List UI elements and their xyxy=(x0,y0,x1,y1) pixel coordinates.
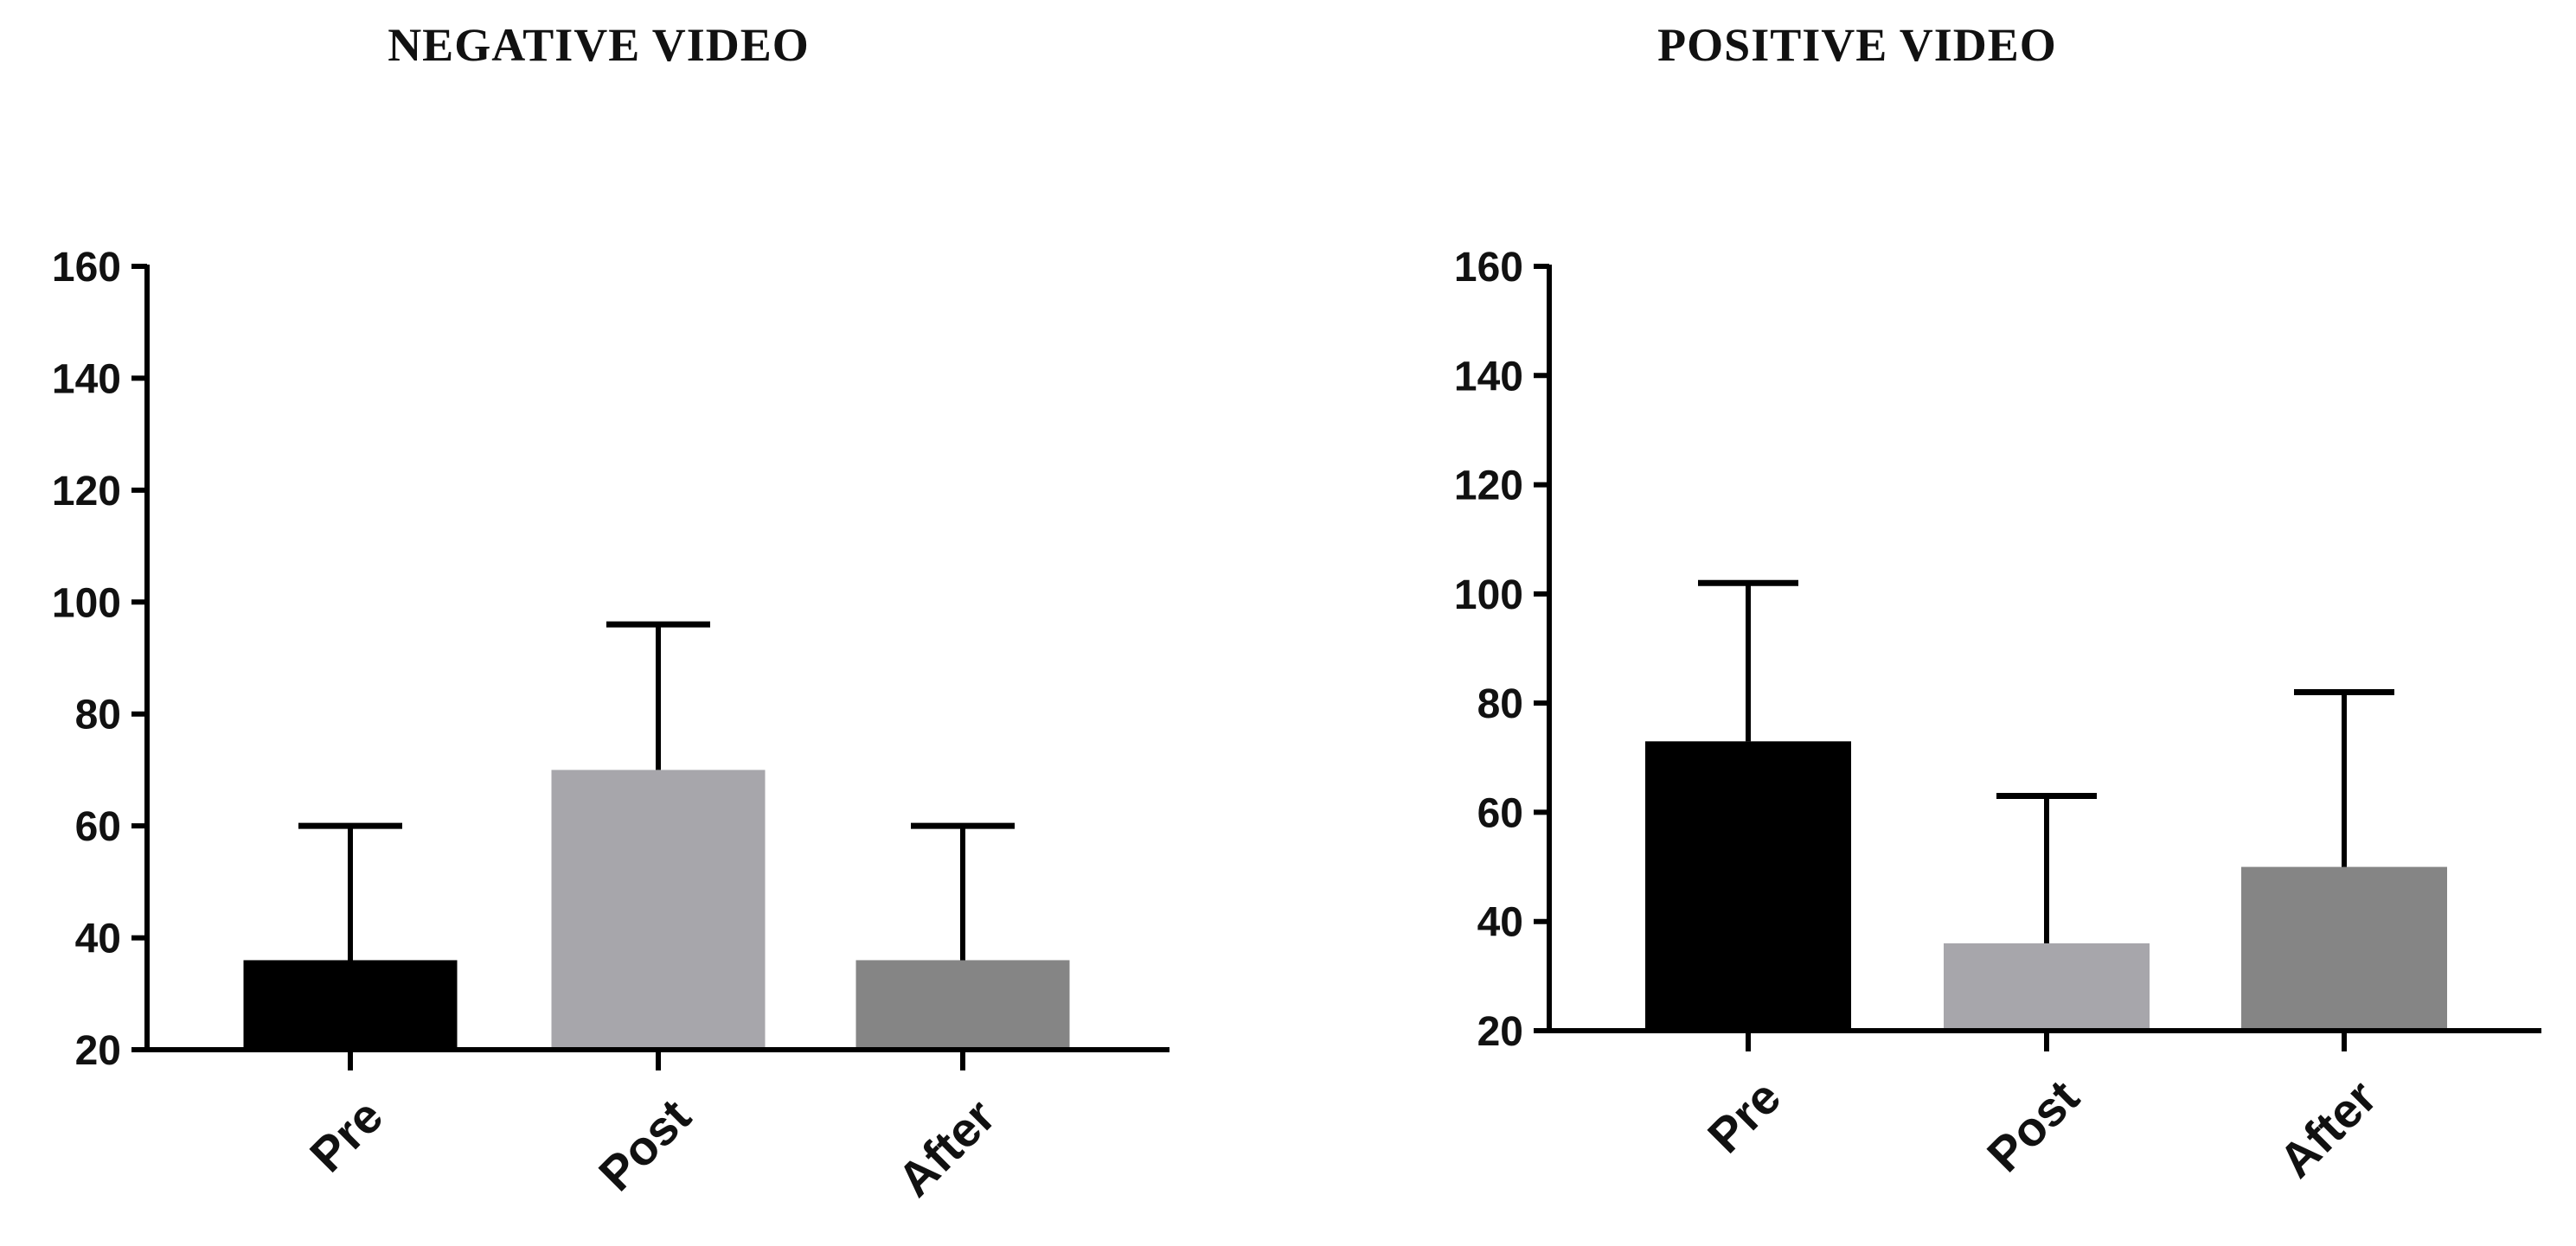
y-tick-label: 160 xyxy=(1454,245,1523,291)
x-tick-label-pre: Pre xyxy=(299,1089,393,1182)
y-tick-label: 140 xyxy=(1454,354,1523,399)
chart-title: POSITIVE VIDEO xyxy=(1657,19,2057,71)
x-tick-label-after: After xyxy=(887,1089,1005,1207)
bars-group xyxy=(243,770,1070,1050)
y-tick-label: 80 xyxy=(75,693,121,738)
y-tick-label: 40 xyxy=(1477,900,1523,946)
x-tick-label-pre: Pre xyxy=(1697,1070,1791,1163)
y-tick-label: 100 xyxy=(52,580,121,626)
bar-post xyxy=(1944,942,2150,1031)
y-ticks-group: 20 40 60 80 100 120 140 160 xyxy=(1454,245,1549,1055)
y-tick-label: 60 xyxy=(75,804,121,850)
bar-after xyxy=(2241,866,2447,1031)
y-tick-label: 160 xyxy=(52,245,121,291)
y-tick-label: 100 xyxy=(1454,572,1523,618)
x-tick-label-after: After xyxy=(2268,1070,2387,1188)
y-tick-label: 20 xyxy=(75,1028,121,1074)
y-tick-label: 120 xyxy=(52,469,121,514)
bars-group xyxy=(1645,741,2447,1031)
bar-pre xyxy=(243,960,458,1050)
y-tick-label: 140 xyxy=(52,356,121,402)
y-tick-label: 40 xyxy=(75,917,121,962)
y-tick-label: 60 xyxy=(1477,790,1523,836)
bar-pre xyxy=(1645,741,1851,1031)
bar-post xyxy=(551,770,766,1050)
error-bars-group xyxy=(298,621,1015,961)
chart-title: NEGATIVE VIDEO xyxy=(388,19,810,71)
y-tick-label: 80 xyxy=(1477,681,1523,727)
x-tick-label-post: Post xyxy=(588,1089,701,1201)
x-ticks-group: Pre Post After xyxy=(1697,1031,2387,1188)
y-tick-label: 120 xyxy=(1454,463,1523,509)
x-ticks-group: Pre Post After xyxy=(299,1050,1005,1207)
error-bars-group xyxy=(1698,579,2394,943)
y-ticks-group: 20 40 60 80 100 120 140 160 xyxy=(52,245,147,1074)
x-tick-label-post: Post xyxy=(1977,1070,2089,1182)
y-tick-label: 20 xyxy=(1477,1009,1523,1055)
bar-after xyxy=(855,960,1070,1050)
